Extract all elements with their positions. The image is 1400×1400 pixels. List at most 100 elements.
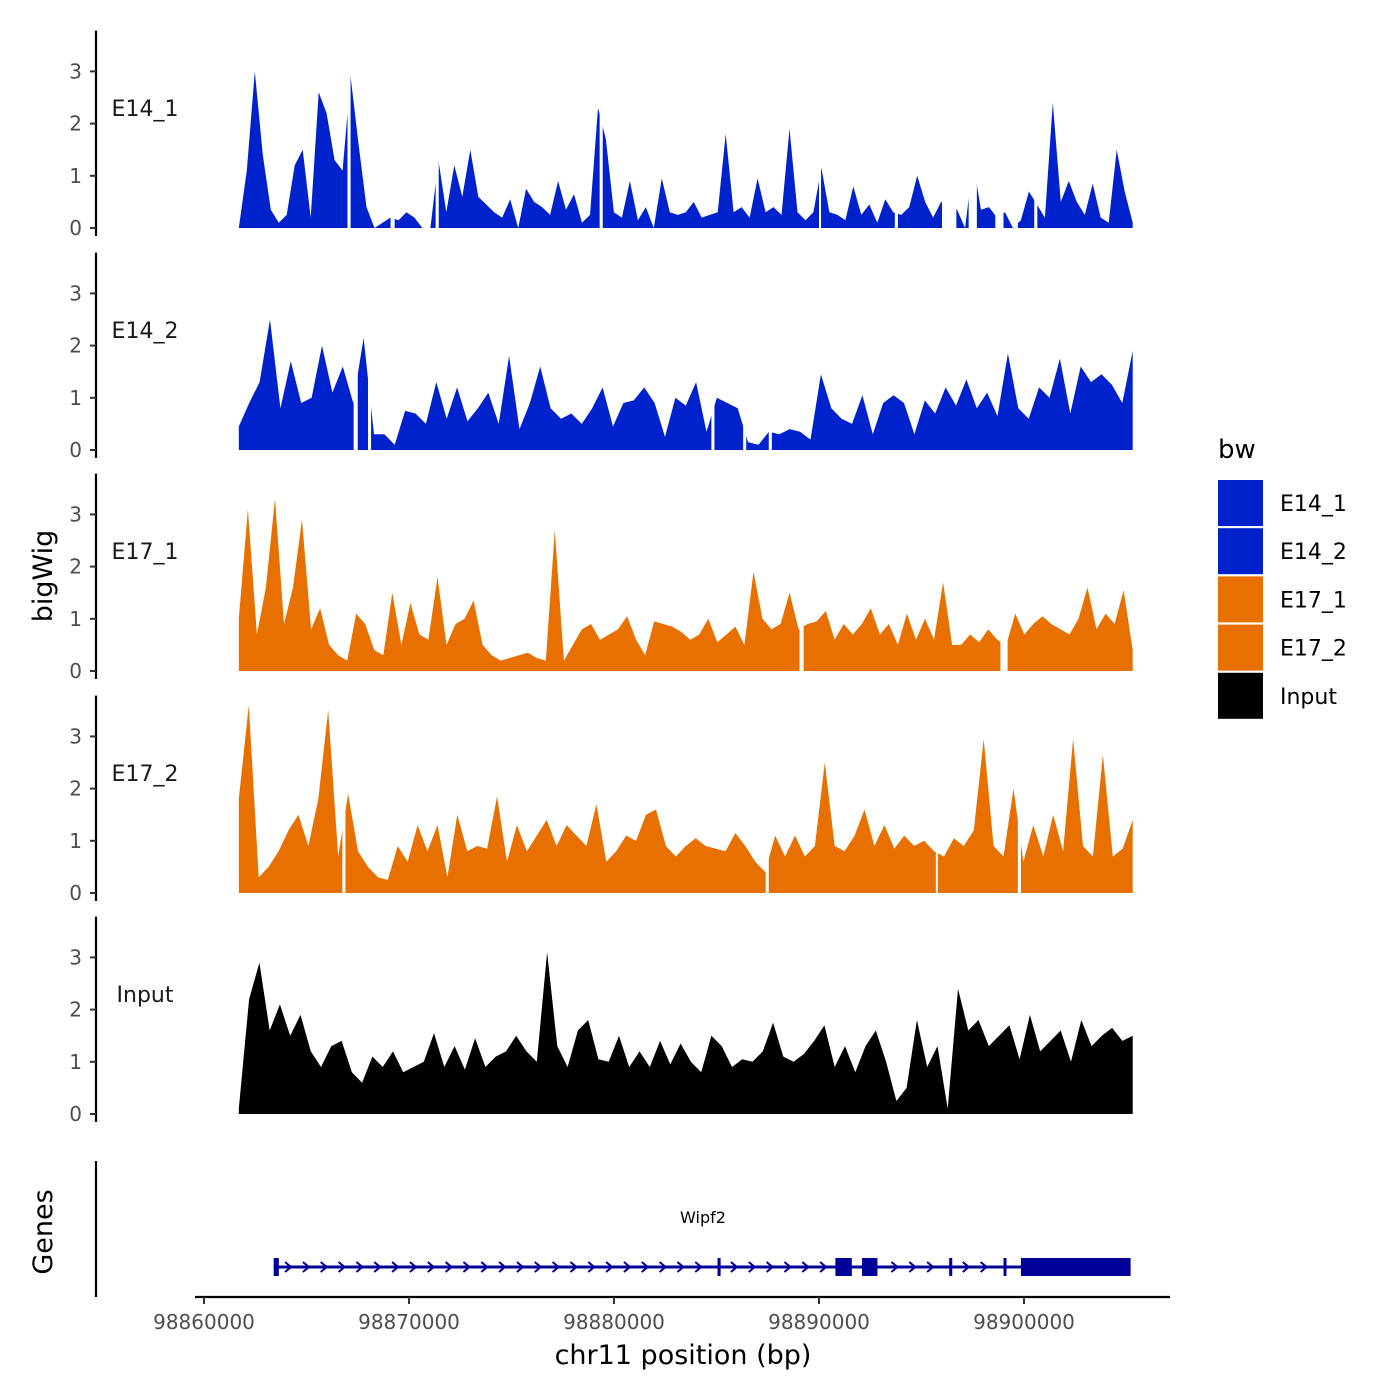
coverage-gap-e14-2-4 <box>768 251 772 451</box>
legend-label-e14-1: E14_1 <box>1280 492 1347 517</box>
y-tick-label-e14-2-1: 1 <box>69 386 82 410</box>
strand-arrow-16 <box>569 1261 578 1273</box>
track-label-input: Input <box>117 983 174 1008</box>
strand-arrow-8 <box>427 1261 436 1273</box>
strand-arrow-30 <box>819 1261 828 1273</box>
y-tick-label-input-1: 1 <box>69 1050 82 1074</box>
y-tick-label-e17-1-3: 3 <box>69 502 82 526</box>
legend-swatch-e14-1 <box>1218 480 1263 526</box>
strand-arrow-27 <box>765 1261 775 1273</box>
y-tick-label-e17-2-3: 3 <box>69 724 82 748</box>
track-e17-2: 0 1 2 3 E17_2 <box>69 694 1133 905</box>
track-label-e14-2: E14_2 <box>112 319 179 344</box>
coverage-gap-e14-1-2 <box>435 29 439 229</box>
coverage-gap-e17-2-0 <box>342 694 346 894</box>
gene-exon-5 <box>1003 1258 1007 1276</box>
strand-arrow-12 <box>498 1261 507 1273</box>
y-tick-label-e14-1-3: 3 <box>69 59 82 83</box>
track-e17-1: 0 1 2 3 E17_1 <box>69 472 1133 683</box>
coverage-gap-e14-1-10 <box>1034 29 1038 229</box>
legend-title: bw <box>1218 435 1256 465</box>
strand-arrow-18 <box>605 1261 614 1273</box>
strand-arrow-7 <box>409 1261 418 1273</box>
y-tick-label-e14-1-0: 0 <box>69 216 82 240</box>
coverage-area-e14-2 <box>238 319 1133 450</box>
strand-arrow-36 <box>926 1261 935 1273</box>
gene-exon-2 <box>835 1258 852 1276</box>
strand-arrow-34 <box>890 1261 900 1273</box>
coverage-gap-e14-2-1 <box>368 251 372 451</box>
coverage-gap-e14-1-3 <box>599 29 603 229</box>
strand-arrow-5 <box>373 1261 382 1273</box>
coverage-gap-e14-1-5 <box>894 29 898 229</box>
y-tick-label-input-3: 3 <box>69 945 82 969</box>
coverage-gap-e14-2-0 <box>353 251 358 451</box>
y-tick-label-e14-2-3: 3 <box>69 281 82 305</box>
coverage-gap-e14-1-4 <box>819 29 822 229</box>
gene-exon-3 <box>862 1258 878 1276</box>
strand-arrow-1 <box>302 1261 311 1273</box>
coverage-tracks: 0 1 2 3 E14_1 0 1 2 3 E14_2 0 1 2 3 E17_1 0 1 2 3 E17_2 0 1 2 3… <box>69 29 1133 1126</box>
strand-arrow-15 <box>551 1261 561 1273</box>
coverage-gap-e17-2-3 <box>1017 694 1021 894</box>
strand-arrow-14 <box>534 1261 543 1273</box>
strand-arrow-6 <box>391 1261 400 1273</box>
gene-exon-4 <box>949 1258 953 1276</box>
track-e14-1: 0 1 2 3 E14_1 <box>69 29 1133 240</box>
track-label-e17-1: E17_1 <box>112 540 179 565</box>
coverage-area-e17-2 <box>238 705 1133 893</box>
coverage-gap-e17-2-2 <box>935 694 938 894</box>
track-input: 0 1 2 3 Input <box>69 916 1133 1126</box>
strand-arrow-22 <box>676 1261 685 1273</box>
legend-swatch-e17-1 <box>1218 576 1263 623</box>
legend-swatch-e14-2 <box>1218 528 1263 575</box>
coverage-gap-e14-2-2 <box>711 251 715 451</box>
coverage-gap-e14-2-3 <box>743 251 747 451</box>
coverage-area-input <box>238 952 1133 1114</box>
coverage-gap-e17-1-0 <box>799 472 804 672</box>
strand-arrow-9 <box>444 1261 454 1273</box>
strand-arrow-29 <box>801 1261 810 1273</box>
y-tick-label-e17-2-0: 0 <box>69 881 82 905</box>
legend-swatch-e17-2 <box>1218 624 1263 671</box>
coverage-area-e17-1 <box>238 498 1133 671</box>
track-label-e17-2: E17_2 <box>112 762 179 787</box>
genes-track: Genes Wipf2 <box>28 1161 1131 1297</box>
legend-label-input: Input <box>1280 685 1337 710</box>
y-tick-label-e17-1-2: 2 <box>69 555 82 579</box>
y-tick-label-e14-2-2: 2 <box>69 334 82 358</box>
strand-arrow-11 <box>480 1261 489 1273</box>
coverage-gap-e14-1-1 <box>390 29 395 229</box>
coverage-gap-e17-2-1 <box>765 694 769 894</box>
strand-arrow-0 <box>284 1261 293 1273</box>
y-tick-label-input-2: 2 <box>69 998 82 1022</box>
gene-model <box>273 1258 1131 1276</box>
strand-arrow-21 <box>658 1261 668 1273</box>
track-e14-2: 0 1 2 3 E14_2 <box>69 251 1133 462</box>
coverage-gap-e14-1-9 <box>1013 29 1018 229</box>
coverage-gap-e14-1-6 <box>942 29 957 229</box>
gene-exon-6 <box>1020 1258 1131 1276</box>
strand-arrow-13 <box>516 1261 525 1273</box>
legend: bw E14_1 E14_2 E17_1 E17_2 Input <box>1218 435 1347 719</box>
strand-arrow-28 <box>783 1261 792 1273</box>
strand-arrow-38 <box>962 1261 971 1273</box>
legend-label-e14-2: E14_2 <box>1280 540 1347 565</box>
y-tick-label-e14-1-1: 1 <box>69 164 82 188</box>
legend-label-e17-1: E17_1 <box>1280 588 1347 613</box>
x-axis-title: chr11 position (bp) <box>555 1340 812 1371</box>
x-tick-label-98880000: 98880000 <box>563 1310 665 1334</box>
y-tick-label-e17-1-1: 1 <box>69 607 82 631</box>
y-tick-label-e14-1-2: 2 <box>69 112 82 136</box>
x-tick-label-98870000: 98870000 <box>358 1310 460 1334</box>
x-axis: chr11 position (bp) 98860000 98870000 9888… <box>153 1295 1170 1371</box>
y-tick-label-input-0: 0 <box>69 1102 82 1126</box>
x-tick-label-98860000: 98860000 <box>153 1310 255 1334</box>
coverage-gap-e14-1-0 <box>347 29 351 229</box>
y-tick-label-e17-1-0: 0 <box>69 659 82 683</box>
gene-exon-0 <box>273 1258 279 1276</box>
x-tick-label-98900000: 98900000 <box>973 1310 1075 1334</box>
y-tick-label-e17-2-1: 1 <box>69 829 82 853</box>
strand-arrow-25 <box>730 1261 739 1273</box>
